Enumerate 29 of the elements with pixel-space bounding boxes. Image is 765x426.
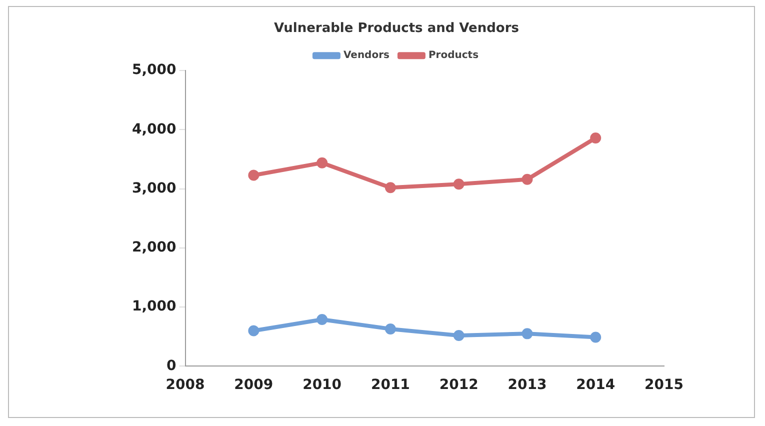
y-tick-label: 4,000 <box>132 121 177 138</box>
legend-label: Vendors <box>343 50 390 62</box>
x-tick-label: 2008 <box>166 377 205 394</box>
legend-label: Products <box>428 50 479 62</box>
point <box>316 314 328 325</box>
point <box>522 174 533 185</box>
point <box>316 157 328 168</box>
x-tick-label: 2011 <box>370 377 410 394</box>
y-tick-label: 2,000 <box>132 240 177 256</box>
x-tick-label: 2014 <box>576 377 616 394</box>
y-tick-label: 3,000 <box>132 180 177 196</box>
chart-title: Vulnerable Products and Vendors <box>274 21 520 36</box>
point <box>590 132 602 144</box>
point <box>248 325 260 336</box>
point <box>248 170 260 181</box>
y-tick-label: 0 <box>166 358 177 374</box>
point <box>522 328 533 340</box>
point <box>384 182 396 194</box>
x-tick-label: 2013 <box>508 377 547 394</box>
x-tick-label: 2012 <box>439 377 478 394</box>
point <box>453 178 464 190</box>
y-tick-label: 5,000 <box>132 62 177 78</box>
point <box>453 330 464 341</box>
y-tick-label: 1,000 <box>132 298 177 315</box>
point <box>384 323 396 334</box>
x-tick-label: 2015 <box>644 377 684 394</box>
point <box>590 332 602 343</box>
x-tick-label: 2010 <box>302 377 342 394</box>
x-tick-label: 2009 <box>234 377 274 394</box>
